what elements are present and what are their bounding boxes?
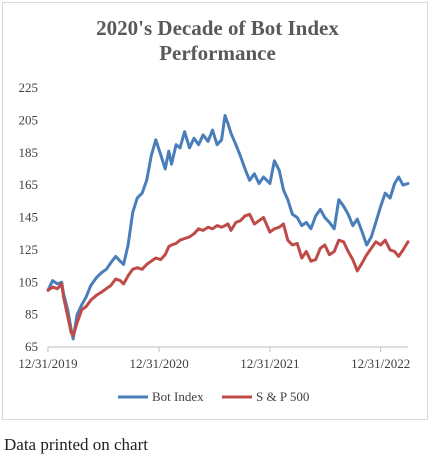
series-line-sp500 (46, 212, 410, 338)
series-line-bot-index (46, 114, 410, 341)
y-tick-label: 205 (19, 112, 39, 127)
y-tick-label: 85 (25, 307, 38, 322)
y-tick-label: 225 (19, 80, 39, 95)
chart-title: 2020's Decade of Bot Index Performance (0, 16, 435, 66)
chart-title-line-1: 2020's Decade of Bot Index (96, 16, 339, 40)
x-tick-label: 12/31/2022 (351, 356, 410, 371)
y-tick-label: 165 (19, 177, 39, 192)
series-lines (46, 114, 410, 341)
caption-text: Data printed on chart (4, 435, 148, 454)
chart-frame (2, 2, 428, 420)
y-tick-label: 185 (19, 145, 39, 160)
legend: Bot Index S & P 500 (118, 389, 309, 404)
axes: 65 85 105 125 145 165 185 205 225 12/31/2019 12/31… (18, 80, 410, 371)
chart-title-line-2: Performance (159, 41, 276, 65)
y-tick-label: 105 (19, 274, 39, 289)
x-tick-label: 12/31/2021 (240, 356, 299, 371)
y-tick-label: 65 (25, 339, 38, 354)
legend-label: S & P 500 (256, 389, 309, 404)
x-tick-label: 12/31/2020 (129, 356, 188, 371)
y-tick-label: 125 (19, 242, 39, 257)
x-tick-label: 12/31/2019 (18, 356, 77, 371)
legend-label: Bot Index (152, 389, 204, 404)
y-tick-label: 145 (19, 210, 39, 225)
